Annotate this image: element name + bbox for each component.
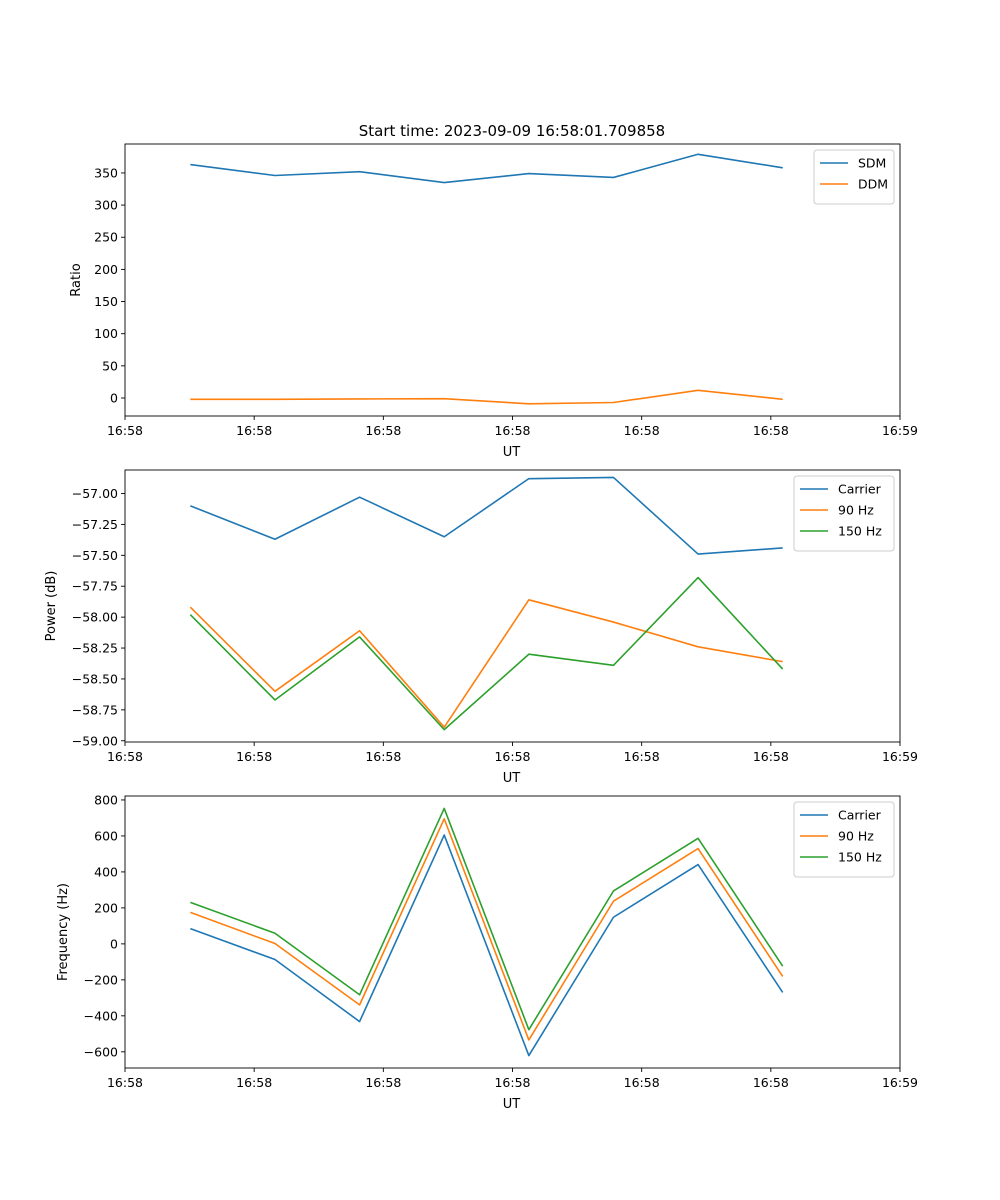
x-tick-label: 16:58: [365, 423, 401, 438]
y-tick-label: −58.50: [72, 671, 118, 686]
y-tick-label: 400: [94, 864, 118, 879]
y-tick-label: 100: [94, 326, 118, 341]
x-tick-label: 16:58: [624, 749, 660, 764]
x-tick-label: 16:58: [753, 423, 789, 438]
series-line-90-hz: [190, 818, 784, 1041]
series-line-150-hz: [190, 807, 784, 1031]
y-tick-label: −200: [84, 972, 118, 987]
x-tick-label: 16:58: [107, 1075, 143, 1090]
x-tick-label: 16:58: [494, 1075, 530, 1090]
y-tick-label: −57.00: [72, 486, 118, 501]
y-tick-label: −58.75: [72, 702, 118, 717]
y-tick-label: −57.75: [72, 579, 118, 594]
axes-frame: [124, 469, 901, 743]
series-line-sdm: [190, 153, 783, 184]
x-tick-label: 16:59: [882, 749, 918, 764]
legend-box: [793, 475, 895, 552]
y-tick-label: 200: [94, 900, 118, 915]
y-tick-label: 300: [94, 198, 118, 213]
x-tick-label: 16:58: [107, 423, 143, 438]
axes-frame: [124, 143, 901, 417]
y-tick-label: 600: [94, 828, 118, 843]
y-tick-label: −57.50: [72, 548, 118, 563]
x-tick-label: 16:58: [365, 1075, 401, 1090]
x-axis-label: UT: [503, 771, 521, 786]
y-axis-label: Frequency (Hz): [56, 883, 71, 981]
x-tick-label: 16:58: [624, 423, 660, 438]
y-tick-label: 350: [94, 165, 118, 180]
legend-label: SDM: [858, 156, 886, 171]
x-tick-label: 16:58: [236, 749, 272, 764]
y-tick-label: 250: [94, 230, 118, 245]
y-tick-label: −58.25: [72, 641, 118, 656]
legend-label: 150 Hz: [838, 850, 882, 865]
series-line-carrier: [190, 834, 784, 1057]
legend-label: Carrier: [838, 482, 882, 497]
legend: SDM DDM: [813, 149, 895, 205]
legend-label: DDM: [858, 177, 888, 192]
series-line-carrier: [190, 476, 783, 555]
x-tick-label: 16:59: [882, 1075, 918, 1090]
x-tick-label: 16:58: [236, 1075, 272, 1090]
x-tick-label: 16:58: [753, 749, 789, 764]
y-tick-label: −59.00: [72, 733, 118, 748]
legend-label: Carrier: [838, 808, 882, 823]
y-tick-label: 800: [94, 792, 118, 807]
x-axis-label: UT: [503, 445, 521, 460]
y-tick-label: −400: [84, 1008, 118, 1023]
legend-label: 150 Hz: [838, 524, 882, 539]
x-axis-label: UT: [503, 1097, 521, 1112]
y-axis-label: Ratio: [69, 263, 84, 296]
x-tick-label: 16:58: [365, 749, 401, 764]
x-tick-label: 16:58: [624, 1075, 660, 1090]
y-axis-label: Power (dB): [44, 571, 59, 642]
figure-title: Start time: 2023-09-09 16:58:01.709858: [359, 122, 665, 140]
legend: Carrier 90 Hz 150 Hz: [793, 801, 895, 878]
x-tick-label: 16:58: [753, 1075, 789, 1090]
y-tick-label: 150: [94, 294, 118, 309]
legend: Carrier 90 Hz 150 Hz: [793, 475, 895, 552]
y-tick-label: 0: [110, 390, 118, 405]
chart-panel-2: 16:58 16:58 16:58 16:58 16:58 16:58 16:59 −59.0…: [44, 469, 918, 786]
series-line-ddm: [190, 389, 783, 405]
series-line-90-hz: [189, 599, 783, 728]
y-tick-label: −600: [84, 1044, 118, 1059]
y-tick-label: −58.00: [72, 610, 118, 625]
x-tick-label: 16:58: [494, 423, 530, 438]
y-tick-label: −57.25: [72, 517, 118, 532]
x-tick-label: 16:58: [236, 423, 272, 438]
legend-box: [793, 801, 895, 878]
legend-label: 90 Hz: [838, 503, 874, 518]
x-tick-label: 16:58: [494, 749, 530, 764]
y-tick-label: 50: [102, 358, 118, 373]
x-tick-label: 16:58: [107, 749, 143, 764]
y-tick-label: 200: [94, 262, 118, 277]
axes-frame: [124, 795, 901, 1069]
y-tick-label: 0: [110, 936, 118, 951]
chart-panel-3: 16:58 16:58 16:58 16:58 16:58 16:58 16:59 −600 −…: [56, 792, 918, 1112]
chart-panel-1: 16:58 16:58 16:58 16:58 16:58 16:58 16:59 0 50 10…: [69, 143, 918, 460]
series-line-150-hz: [189, 576, 784, 731]
legend-label: 90 Hz: [838, 829, 874, 844]
x-tick-label: 16:59: [882, 423, 918, 438]
